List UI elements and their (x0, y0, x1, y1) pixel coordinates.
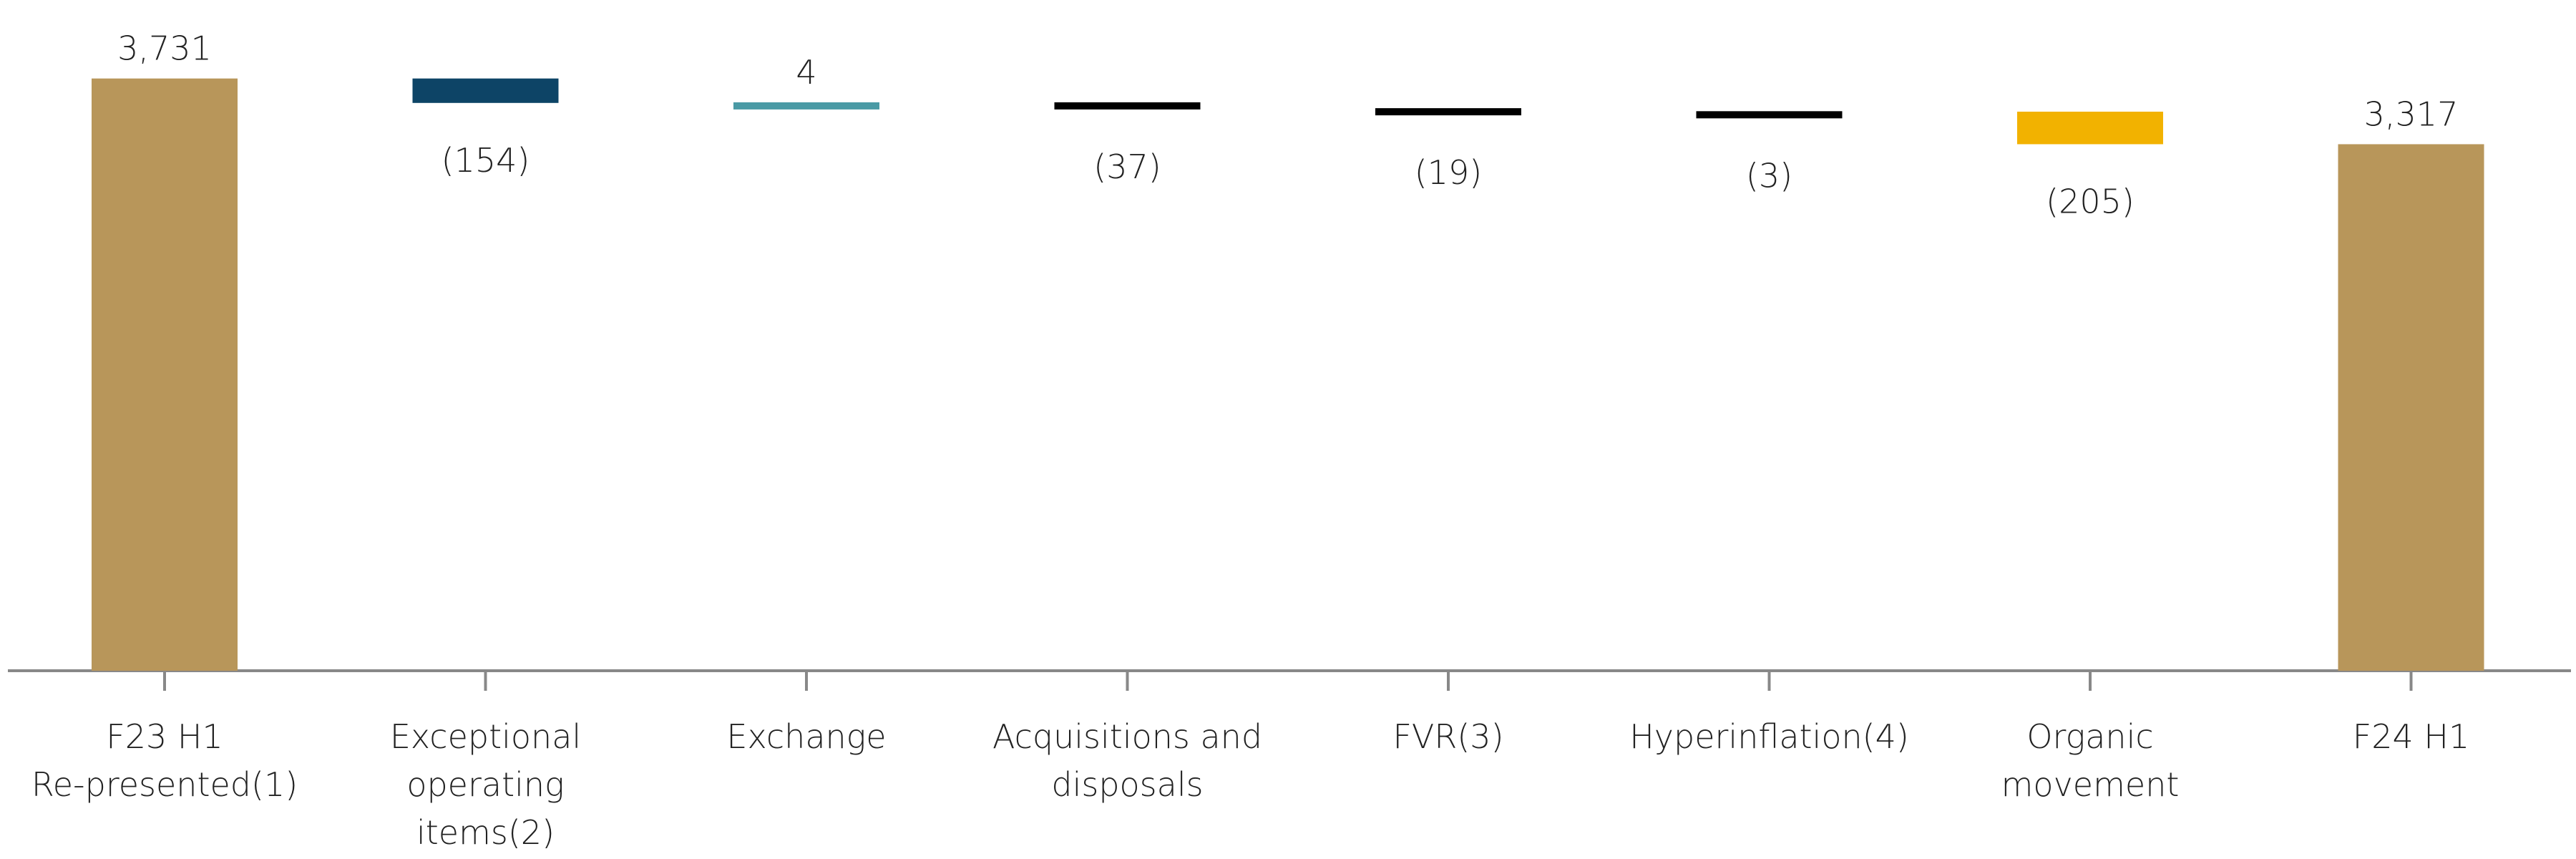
x-tick-label: Acquisitions and disposals (992, 717, 1262, 804)
x-tick-label-line: disposals (1051, 765, 1203, 804)
bar (1054, 102, 1201, 110)
value-label: (37) (1093, 147, 1161, 186)
bar (2338, 144, 2484, 671)
value-label: 4 (796, 53, 816, 92)
value-label: 3,731 (117, 29, 212, 68)
x-tick-label-line: F23 H1 (106, 717, 223, 756)
bar (412, 78, 559, 103)
x-tick-label-line: Exceptional (390, 717, 581, 756)
bar (733, 102, 879, 110)
bar (2017, 111, 2163, 145)
x-tick-label-line: Organic (2026, 717, 2153, 756)
value-label: (19) (1415, 153, 1482, 192)
x-tick-label-line: Hyperinflation(4) (1629, 717, 1909, 756)
x-tick-label-line: Acquisitions and (992, 717, 1262, 756)
bar (1375, 108, 1521, 116)
x-tick-label-line: F24 H1 (2353, 717, 2469, 756)
value-label: 3,317 (2364, 94, 2459, 133)
x-tick-label-line: Exchange (726, 717, 886, 756)
value-label: (154) (441, 141, 530, 180)
x-tick-label: Hyperinflation(4) (1629, 717, 1909, 756)
x-tick-label: FVR(3) (1392, 717, 1503, 756)
x-tick-label-line: operating (406, 765, 564, 804)
x-tick-label-line: Re-presented(1) (31, 765, 298, 804)
x-tick-label-line: items(2) (416, 813, 555, 852)
value-label: (3) (1746, 156, 1792, 195)
x-tick-label: Organic movement (2001, 717, 2180, 804)
value-label: (205) (2046, 182, 2135, 220)
x-tick-label: Exceptional operating items(2) (390, 717, 581, 852)
bar (92, 78, 238, 671)
x-tick-label: Exchange (726, 717, 886, 756)
x-tick-label-line: movement (2001, 765, 2180, 804)
x-tick-label-line: FVR(3) (1392, 717, 1503, 756)
x-tick-label: F24 H1 (2353, 717, 2469, 756)
bar (1696, 111, 1843, 119)
x-tick-label: F23 H1 Re-presented(1) (31, 717, 298, 804)
